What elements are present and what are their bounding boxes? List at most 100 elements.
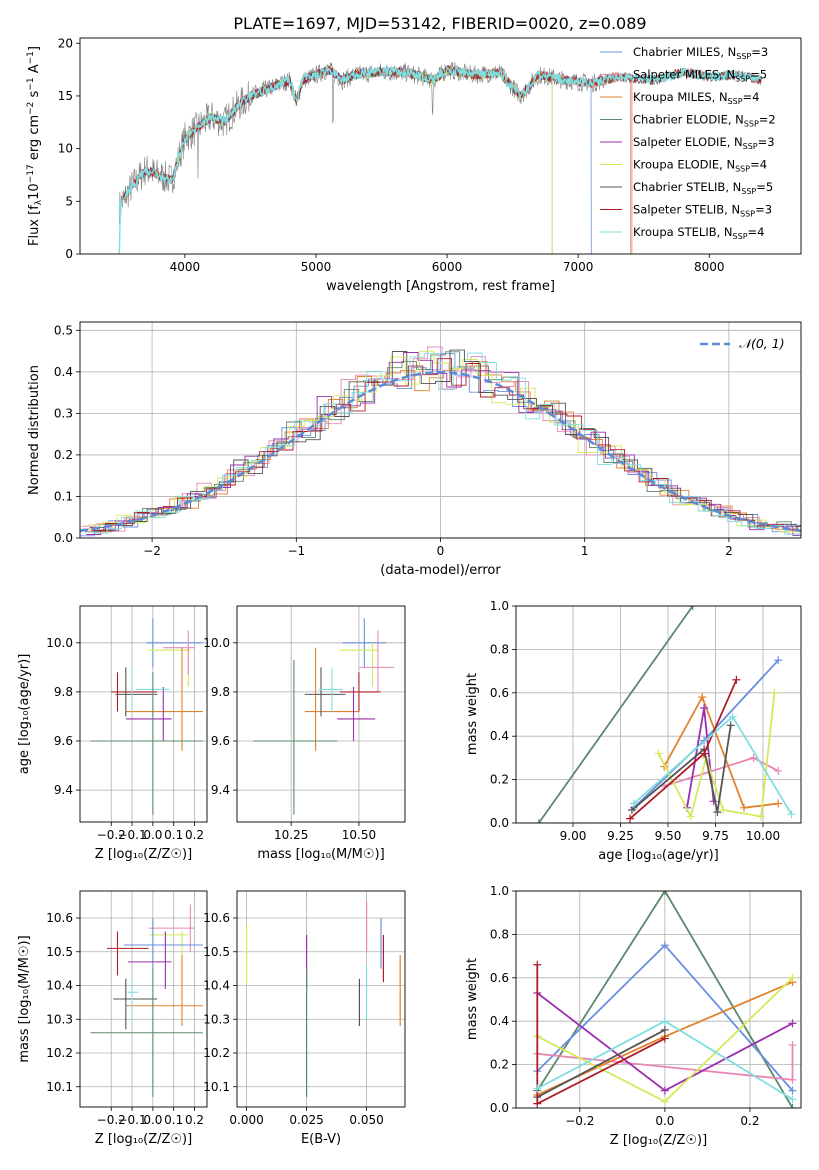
y-axis-label-part: erg cm	[27, 115, 42, 164]
legend-label: Kroupa ELODIE, N	[633, 158, 735, 172]
y-axis-label-part: −17	[26, 164, 36, 183]
x-tick-label: −0.2	[97, 828, 126, 842]
salpeter-miles-weight-marker	[788, 1075, 797, 1084]
y-tick-label: 0.2	[490, 1058, 509, 1072]
x-axis-label: wavelength [Angstrom, rest frame]	[326, 279, 555, 294]
y-tick-label: 20	[58, 36, 73, 50]
x-tick-label: 9.75	[702, 829, 729, 843]
axes-frame	[79, 37, 802, 255]
y-tick-label: 0.0	[54, 531, 73, 545]
plot-area	[90, 618, 203, 815]
legend-sub: SSP	[735, 165, 750, 174]
x-tick-label: −0.1	[117, 828, 146, 842]
y-axis-label: Flux [fλ10−17 erg cm−2 s−1 A−1]	[26, 46, 44, 246]
y-tick-label: 10.2	[203, 1046, 230, 1060]
salpeter-miles-model-line	[124, 65, 631, 254]
chabrier-elodie-weight-marker	[660, 891, 669, 895]
plot-area	[90, 904, 203, 1097]
chabrier-elodie-weight-line	[536, 891, 794, 1108]
legend-entry: Salpeter MILES, NSSP=5	[633, 68, 767, 84]
y-tick-label: 9.8	[211, 685, 230, 699]
chabrier-stelib-weight-marker	[726, 721, 735, 730]
y-axis-label-part: ]	[27, 46, 42, 51]
kroupa-stelib-model-line	[118, 64, 762, 254]
x-tick-label: 1	[581, 544, 589, 558]
age-vs-metallicity-panel: −0.2−0.10.0 0.1 0.2 9.4 9.6 9.8 10.0 Z [log₁₀(Z…	[17, 605, 208, 862]
kroupa-elodie-histogram-step	[87, 350, 801, 533]
kroupa-elodie-weight-marker	[770, 688, 779, 697]
axes-frame	[515, 890, 802, 1109]
kroupa-miles-weight-marker	[740, 803, 748, 812]
spectrum-panel: 4000 5000 6000 7000 8000 0 5 10 15 20 wavelength […	[26, 36, 802, 294]
legend-suffix: =3	[758, 135, 775, 149]
legend-sub: SSP	[740, 210, 755, 219]
chabrier-elodie-weight-marker	[688, 606, 697, 610]
legend-entry: Chabrier ELODIE, NSSP=2	[633, 113, 776, 129]
salpeter-miles-histogram-step	[81, 346, 801, 535]
x-tick-label: 0.0	[655, 1114, 674, 1128]
y-tick-label: 5	[65, 194, 73, 208]
salpeter-stelib-weight-line	[536, 964, 666, 1106]
plot-area	[246, 901, 401, 1097]
y-axis-label-part: A	[27, 64, 42, 77]
kroupa-elodie-weight-marker	[654, 749, 663, 758]
legend-suffix: =2	[759, 113, 776, 127]
axes-frame	[79, 321, 802, 539]
legend-label: Salpeter MILES, N	[633, 68, 735, 82]
y-tick-label: 10.0	[46, 636, 73, 650]
legend-entry: Kroupa ELODIE, NSSP=4	[633, 158, 767, 174]
y-tick-label: 9.4	[211, 783, 230, 797]
x-tick-label: 5000	[301, 260, 332, 274]
y-tick-label: 0.0	[490, 816, 509, 830]
normal-distribution-curve	[80, 371, 801, 532]
y-tick-label: 10.1	[46, 1080, 73, 1094]
salpeter-elodie-weight-marker	[660, 1086, 669, 1095]
chabrier-miles-weight-marker	[774, 656, 783, 665]
y-tick-label: 9.6	[54, 734, 73, 748]
chabrier-stelib-weight-line	[631, 725, 732, 813]
legend-label: Kroupa STELIB, N	[633, 225, 733, 239]
y-axis-label: age [log₁₀(age/yr)]	[17, 654, 32, 775]
plot-area	[533, 891, 797, 1108]
y-tick-label: 0.4	[490, 1014, 509, 1028]
salpeter-miles-weight-marker	[749, 753, 758, 762]
axes-frame	[236, 605, 406, 823]
x-tick-label: −1	[287, 544, 305, 558]
salpeter-stelib-weight-marker	[660, 1034, 669, 1043]
kroupa-stelib-weight-marker	[788, 1095, 797, 1104]
x-tick-label: 10.50	[342, 828, 376, 842]
kroupa-elodie-weight-marker	[719, 805, 728, 814]
y-axis-label-part: −1	[26, 77, 36, 90]
axes-frame	[79, 605, 208, 823]
kroupa-stelib-weight-marker	[787, 810, 796, 819]
y-tick-label: 1.0	[490, 884, 509, 898]
chabrier-elodie-weight-line	[538, 606, 694, 823]
mass-vs-metallicity-panel: −0.2−0.10.0 0.1 0.2 10.1 10.2 10.3 10.4 10.5 10.…	[17, 890, 208, 1147]
x-axis-label: age [log₁₀(age/yr)]	[598, 848, 719, 863]
x-tick-label: −2	[143, 544, 161, 558]
kroupa-elodie-model-line	[174, 65, 553, 254]
kroupa-miles-weight-line	[663, 694, 779, 809]
y-tick-label: 10.0	[203, 636, 230, 650]
x-tick-label: 9.00	[560, 829, 587, 843]
legend-label: Chabrier STELIB, N	[633, 180, 741, 194]
y-tick-label: 0.5	[54, 323, 73, 337]
x-tick-label: 0.025	[289, 1113, 323, 1127]
y-tick-label: 0.8	[490, 642, 509, 656]
legend-sub: SSP	[733, 232, 748, 241]
y-tick-label: 9.4	[54, 783, 73, 797]
legend-label: Chabrier MILES, N	[633, 45, 736, 59]
axes-frame	[515, 605, 802, 824]
salpeter-stelib-weight-marker	[533, 960, 542, 969]
legend-suffix: =3	[751, 45, 768, 59]
legend-sub: SSP	[728, 97, 743, 106]
y-tick-label: 10.3	[203, 1012, 230, 1026]
kroupa-stelib-histogram-step	[92, 352, 801, 536]
mass-vs-ebv-panel: 0.000 0.025 0.050 10.1 10.2 10.3 10.4 10.5 10.6 E…	[203, 890, 406, 1147]
salpeter-elodie-weight-marker	[788, 1019, 797, 1028]
y-tick-label: 0.3	[54, 406, 73, 420]
legend-suffix: =3	[755, 203, 772, 217]
chabrier-stelib-weight-marker	[627, 805, 636, 814]
plot-area	[534, 606, 796, 823]
y-axis-label-part: Flux [f	[27, 205, 42, 246]
